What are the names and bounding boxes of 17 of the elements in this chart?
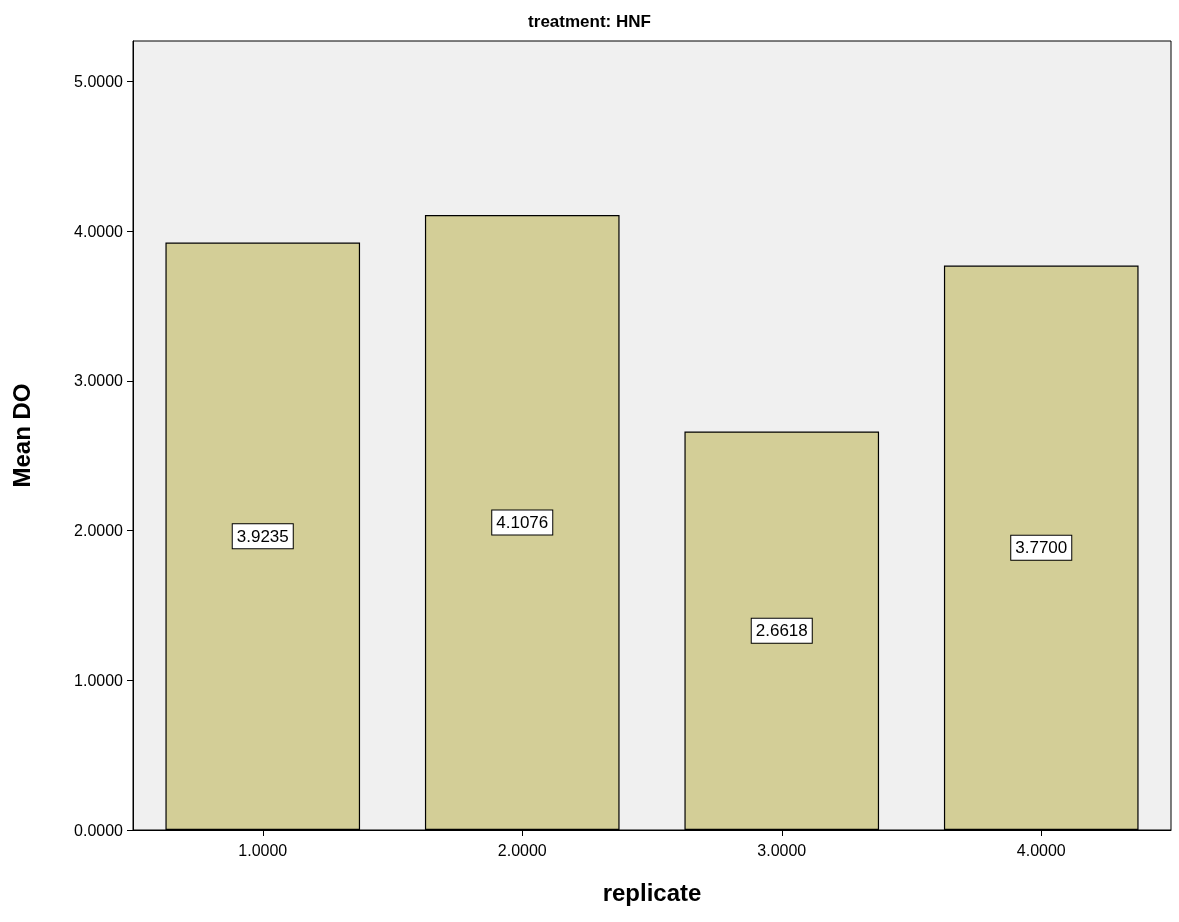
x-tick-label: 4.0000	[1016, 841, 1066, 859]
y-tick-label: 2.0000	[74, 522, 124, 540]
chart-title: treatment: HNF	[528, 12, 651, 31]
x-tick-label: 2.0000	[497, 841, 547, 859]
data-label: 4.1076	[496, 513, 549, 533]
y-tick-label: 5.0000	[74, 72, 124, 90]
x-tick-label: 3.0000	[757, 841, 807, 859]
y-tick-label: 4.0000	[74, 222, 124, 240]
x-axis-title: replicate	[602, 878, 702, 906]
x-tick-label: 1.0000	[238, 841, 288, 859]
y-tick-label: 3.0000	[74, 372, 124, 390]
y-tick-label: 1.0000	[74, 671, 124, 689]
data-label: 2.6618	[755, 621, 808, 641]
y-tick-label: 0.0000	[74, 821, 124, 839]
data-label: 3.7700	[1015, 538, 1068, 558]
y-axis-title: Mean DO	[7, 383, 35, 488]
data-label: 3.9235	[236, 526, 289, 546]
